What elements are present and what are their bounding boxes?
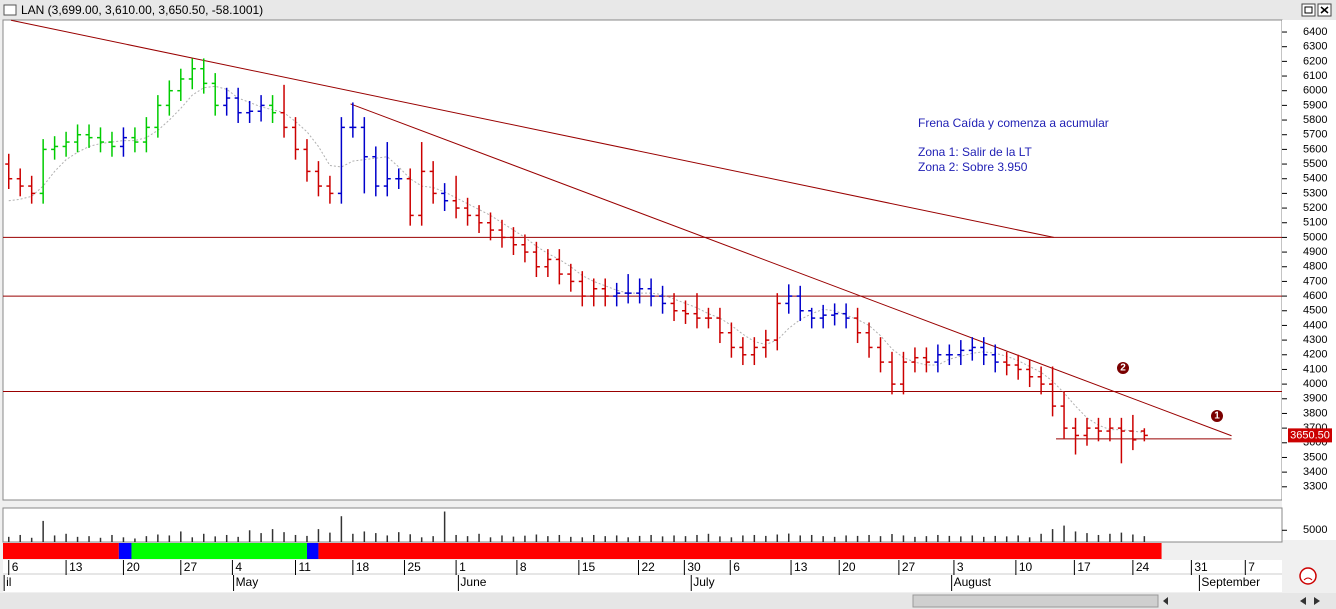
- y-tick-label: 4200: [1303, 349, 1327, 361]
- window-icon: [3, 4, 17, 16]
- y-tick-label: 4800: [1303, 261, 1327, 273]
- y-tick-label: 5800: [1303, 114, 1327, 126]
- y-tick-label: 6300: [1303, 41, 1327, 53]
- scroll-thumb[interactable]: [912, 594, 1159, 608]
- last-price-box: [1288, 428, 1332, 443]
- x-tick-label: 8: [520, 560, 527, 574]
- restore-button[interactable]: [1301, 3, 1316, 17]
- y-tick-label: 6000: [1303, 85, 1327, 97]
- price-panel: [2, 19, 1283, 501]
- price-axis: [1282, 20, 1336, 540]
- y-tick-label: 4600: [1303, 290, 1327, 302]
- x-tick-label: 10: [1019, 560, 1033, 574]
- y-tick-label: 5200: [1303, 202, 1327, 214]
- y-tick-label: 6200: [1303, 55, 1327, 67]
- x-tick-label: 17: [1077, 560, 1091, 574]
- x-tick-label: 27: [184, 560, 198, 574]
- x-tick-label: 27: [902, 560, 916, 574]
- status-icon: [1299, 567, 1317, 585]
- month-label: June: [460, 575, 486, 589]
- x-tick-label: 18: [356, 560, 370, 574]
- month-label: il: [6, 575, 11, 589]
- y-tick-label: 5000: [1303, 231, 1327, 243]
- y-tick-label: 5900: [1303, 99, 1327, 111]
- y-tick-label: 5600: [1303, 143, 1327, 155]
- y-tick-label: 5100: [1303, 217, 1327, 229]
- trend-line: [10, 19, 1054, 238]
- x-tick-label: 11: [299, 560, 312, 574]
- volume-panel: [2, 507, 1283, 543]
- indicator-strip: [306, 543, 319, 559]
- trend-line: [350, 103, 1232, 437]
- x-tick-label: 25: [407, 560, 421, 574]
- zone-marker: [1211, 410, 1223, 422]
- last-price-label: 3650.50: [1290, 429, 1330, 441]
- chart-title: LAN (3,699.00, 3,610.00, 3,650.50, -58.1…: [21, 3, 263, 17]
- x-tick-label: 7: [1248, 560, 1255, 574]
- y-tick-label: 4900: [1303, 246, 1327, 258]
- zone-marker-label: 2: [1120, 363, 1126, 374]
- indicator-strip: [118, 543, 132, 559]
- y-tick-label: 5300: [1303, 187, 1327, 199]
- indicator-strip: [3, 543, 119, 559]
- x-tick-label: 13: [69, 560, 83, 574]
- y-tick-label: 4000: [1303, 378, 1327, 390]
- date-axis: [3, 560, 1282, 592]
- x-tick-label: 13: [794, 560, 808, 574]
- y-tick-label: 6100: [1303, 70, 1327, 82]
- x-tick-label: 31: [1194, 560, 1208, 574]
- restore-icon: [1304, 6, 1313, 14]
- nav-buttons[interactable]: [1300, 597, 1320, 605]
- x-tick-label: 6: [12, 560, 19, 574]
- x-tick-label: 30: [687, 560, 701, 574]
- y-tick-label: 3800: [1303, 407, 1327, 419]
- indicator-strip: [131, 543, 307, 559]
- x-tick-label: 6: [733, 560, 740, 574]
- x-tick-label: 15: [582, 560, 596, 574]
- y-tick-label: 4100: [1303, 363, 1327, 375]
- month-label: July: [693, 575, 714, 589]
- y-tick-label: 3400: [1303, 466, 1327, 478]
- x-tick-label: 4: [235, 560, 242, 574]
- y-tick-label: 4300: [1303, 334, 1327, 346]
- y-tick-label: 3900: [1303, 393, 1327, 405]
- zone-marker: [1117, 362, 1129, 374]
- indicator-strip: [318, 543, 1162, 559]
- annotation: Zona 1: Salir de la LT: [918, 145, 1033, 159]
- y-tick-label: 4400: [1303, 319, 1327, 331]
- y-tick-label: 5700: [1303, 129, 1327, 141]
- close-icon: [1320, 6, 1329, 14]
- scroll-button[interactable]: [1163, 597, 1168, 605]
- title-bar: [0, 0, 1336, 20]
- x-tick-label: 24: [1136, 560, 1150, 574]
- annotation: Zona 2: Sobre 3.950: [918, 160, 1028, 174]
- zone-marker-label: 1: [1214, 411, 1220, 422]
- y-tick-label: 3500: [1303, 451, 1327, 463]
- x-tick-label: 1: [459, 560, 466, 574]
- y-tick-label: 3300: [1303, 481, 1327, 493]
- x-tick-label: 22: [641, 560, 655, 574]
- month-label: May: [236, 575, 259, 589]
- moving-average: [8, 85, 1145, 434]
- month-label: August: [954, 575, 992, 589]
- x-tick-label: 20: [126, 560, 140, 574]
- y-tick-label: 6400: [1303, 26, 1327, 38]
- x-tick-label: 20: [842, 560, 856, 574]
- x-tick-label: 3: [957, 560, 964, 574]
- status-icon-mouth: [1303, 577, 1313, 581]
- annotation: Frena Caída y comenza a acumular: [918, 116, 1109, 130]
- volume-tick-label: 5000: [1303, 524, 1327, 536]
- y-tick-label: 5500: [1303, 158, 1327, 170]
- y-tick-label: 4500: [1303, 305, 1327, 317]
- month-label: September: [1201, 575, 1260, 589]
- y-tick-label: 5400: [1303, 173, 1327, 185]
- y-tick-label: 4700: [1303, 275, 1327, 287]
